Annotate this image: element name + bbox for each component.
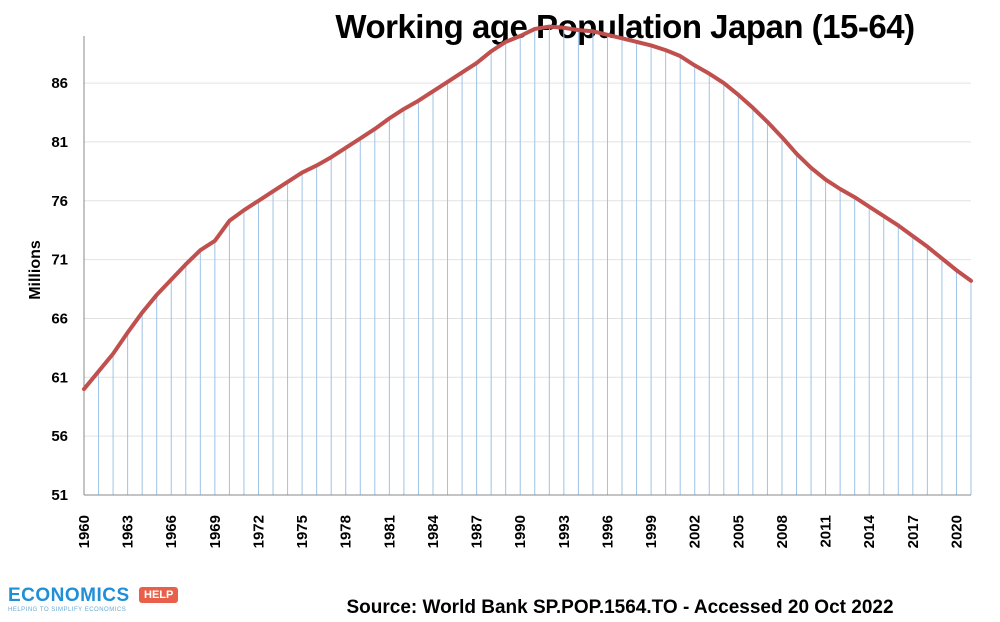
y-tick-label: 56 xyxy=(51,428,68,445)
x-tick-label: 1999 xyxy=(643,515,660,548)
x-tick-label: 1963 xyxy=(120,515,137,548)
y-tick-label: 76 xyxy=(51,193,68,210)
x-tick-label: 2005 xyxy=(730,515,747,548)
x-tick-label: 2020 xyxy=(948,515,965,548)
economics-help-logo[interactable]: ECONOMICS HELP HELPING TO SIMPLIFY ECONO… xyxy=(8,585,180,617)
y-tick-label: 86 xyxy=(51,75,68,92)
x-tick-label: 2017 xyxy=(905,515,922,548)
x-tick-label: 1978 xyxy=(338,515,355,548)
logo-text: ECONOMICS xyxy=(8,585,130,606)
x-tick-label: 2011 xyxy=(818,515,835,548)
x-tick-label: 1984 xyxy=(425,514,442,548)
axis-layer xyxy=(83,36,971,496)
series-layer xyxy=(82,24,973,392)
y-tick-label: 81 xyxy=(51,134,68,151)
series-line xyxy=(82,24,973,392)
y-tick-label: 66 xyxy=(51,310,68,327)
y-tick-label: 51 xyxy=(51,487,68,504)
x-tick-label: 2002 xyxy=(687,515,704,548)
x-tick-label: 1987 xyxy=(469,515,486,548)
x-tick-label: 2014 xyxy=(861,514,878,548)
logo-tagline: HELPING TO SIMPLIFY ECONOMICS xyxy=(8,607,127,613)
x-tick-label: 1996 xyxy=(599,515,616,548)
grid-layer xyxy=(83,26,972,496)
x-tick-label: 1990 xyxy=(512,515,529,548)
x-tick-label: 2008 xyxy=(774,515,791,548)
x-tick-label: 1969 xyxy=(207,515,224,548)
x-tick-label: 1960 xyxy=(76,515,93,548)
source-note: Source: World Bank SP.POP.1564.TO - Acce… xyxy=(346,597,894,618)
tick-labels: 51 56 61 66 71 76 81 86 1960 1963 1966 1969 1972 1975… xyxy=(51,75,965,548)
y-tick-label: 71 xyxy=(51,252,68,269)
x-tick-label: 1972 xyxy=(250,515,267,548)
y-tick-label: 61 xyxy=(51,369,68,386)
logo-badge: HELP xyxy=(139,587,179,603)
x-tick-label: 1975 xyxy=(294,515,311,548)
x-tick-label: 1981 xyxy=(381,515,398,548)
y-axis-title: Millions xyxy=(27,240,44,300)
x-tick-label: 1966 xyxy=(163,515,180,548)
x-tick-label: 1993 xyxy=(556,515,573,548)
